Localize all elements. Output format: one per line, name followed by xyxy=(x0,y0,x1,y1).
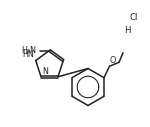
Text: H: H xyxy=(124,26,131,35)
Text: Cl: Cl xyxy=(130,12,138,21)
Text: H₂N: H₂N xyxy=(21,46,36,55)
Text: O: O xyxy=(110,56,116,65)
Text: HN: HN xyxy=(22,50,34,59)
Text: N: N xyxy=(42,67,48,76)
